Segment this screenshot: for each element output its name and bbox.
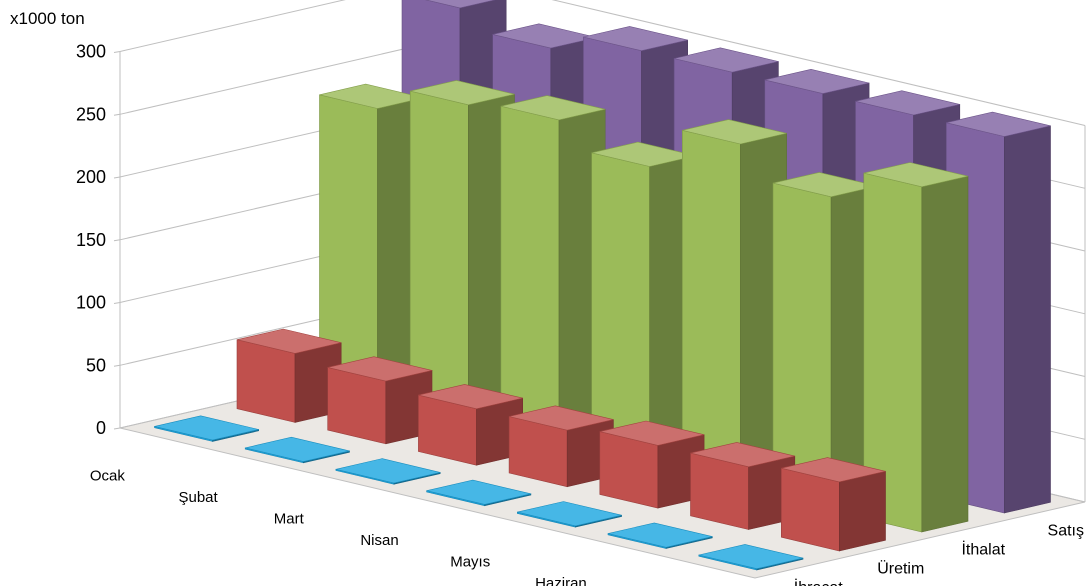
chart-labels: x1000 ton 0 50 100 150 200 250 300 Ocak Şubat Mar… — [10, 9, 1084, 586]
bar-top-face — [781, 457, 886, 483]
bar-top-face — [327, 356, 433, 382]
bar-top-face — [418, 384, 523, 410]
bar-top-face — [410, 80, 515, 106]
bar-front-face — [780, 467, 840, 552]
category-label: Haziran — [535, 575, 587, 586]
bar-top-face — [426, 479, 531, 505]
bar — [607, 522, 713, 549]
bar-top-face — [855, 90, 960, 116]
bar-top-face — [500, 95, 606, 121]
bar — [690, 442, 796, 530]
bar — [426, 479, 532, 507]
bar — [500, 95, 606, 447]
bar — [780, 457, 886, 552]
y-tick-mark — [113, 176, 121, 179]
y-tick-mark — [113, 364, 121, 367]
series-label: İthalat — [961, 540, 1005, 559]
bar — [508, 405, 614, 488]
bar-top-face — [245, 436, 350, 462]
y-tick-label: 0 — [96, 418, 106, 438]
y-tick-mark — [113, 113, 121, 116]
series-label: Satış — [1048, 523, 1084, 540]
bar-top-face — [425, 0, 496, 9]
bar-top-face — [517, 501, 622, 527]
bar — [236, 328, 342, 423]
bar — [863, 162, 969, 533]
bar-top-face — [863, 162, 969, 188]
bar-top-face — [946, 111, 1051, 137]
gridline — [119, 0, 1086, 126]
y-tick-mark — [113, 239, 121, 242]
y-tick-label: 50 — [86, 355, 106, 375]
chart-bars — [154, 0, 1051, 571]
category-label: Şubat — [178, 489, 218, 506]
category-label: Ocak — [90, 468, 126, 485]
bar — [772, 172, 878, 511]
bar-top-face — [236, 328, 342, 354]
bar — [327, 356, 433, 445]
category-label: Mayıs — [450, 553, 490, 570]
y-tick-mark — [113, 51, 121, 53]
bar-top-face — [674, 47, 779, 73]
y-tick-label: 150 — [76, 230, 106, 250]
y-tick-label: 100 — [76, 293, 106, 313]
bar — [154, 415, 260, 442]
bar-top-face — [607, 522, 713, 548]
category-label: Nisan — [360, 532, 398, 549]
bar-side-face — [921, 175, 969, 533]
bar-top-face — [764, 68, 870, 94]
bar — [698, 544, 804, 571]
bar-top-face — [335, 458, 441, 484]
bar-top-face — [509, 405, 614, 431]
bar-top-face — [599, 420, 705, 446]
bar-front-face — [236, 339, 296, 423]
y-tick-label: 300 — [76, 42, 106, 62]
bar — [516, 501, 622, 528]
bar — [244, 436, 350, 464]
bar-top-face — [690, 442, 795, 468]
bar-top-face — [682, 119, 787, 145]
y-tick-mark — [113, 427, 121, 430]
bar-top-face — [698, 544, 804, 570]
bar — [418, 384, 524, 466]
y-tick-label: 250 — [76, 104, 106, 124]
bar — [335, 458, 441, 485]
bar-top-face — [154, 415, 259, 441]
bar-side-face — [1003, 125, 1051, 514]
y-tick-mark — [113, 302, 121, 304]
category-label: Mart — [274, 511, 305, 528]
bar — [599, 420, 705, 509]
y-tick-label: 200 — [76, 167, 106, 187]
bar-top-face — [583, 26, 688, 52]
series-label: İhracat — [794, 578, 843, 586]
bar-side-face — [838, 470, 886, 552]
series-label: Üretim — [877, 560, 924, 578]
y-axis-unit-label: x1000 ton — [10, 9, 85, 28]
